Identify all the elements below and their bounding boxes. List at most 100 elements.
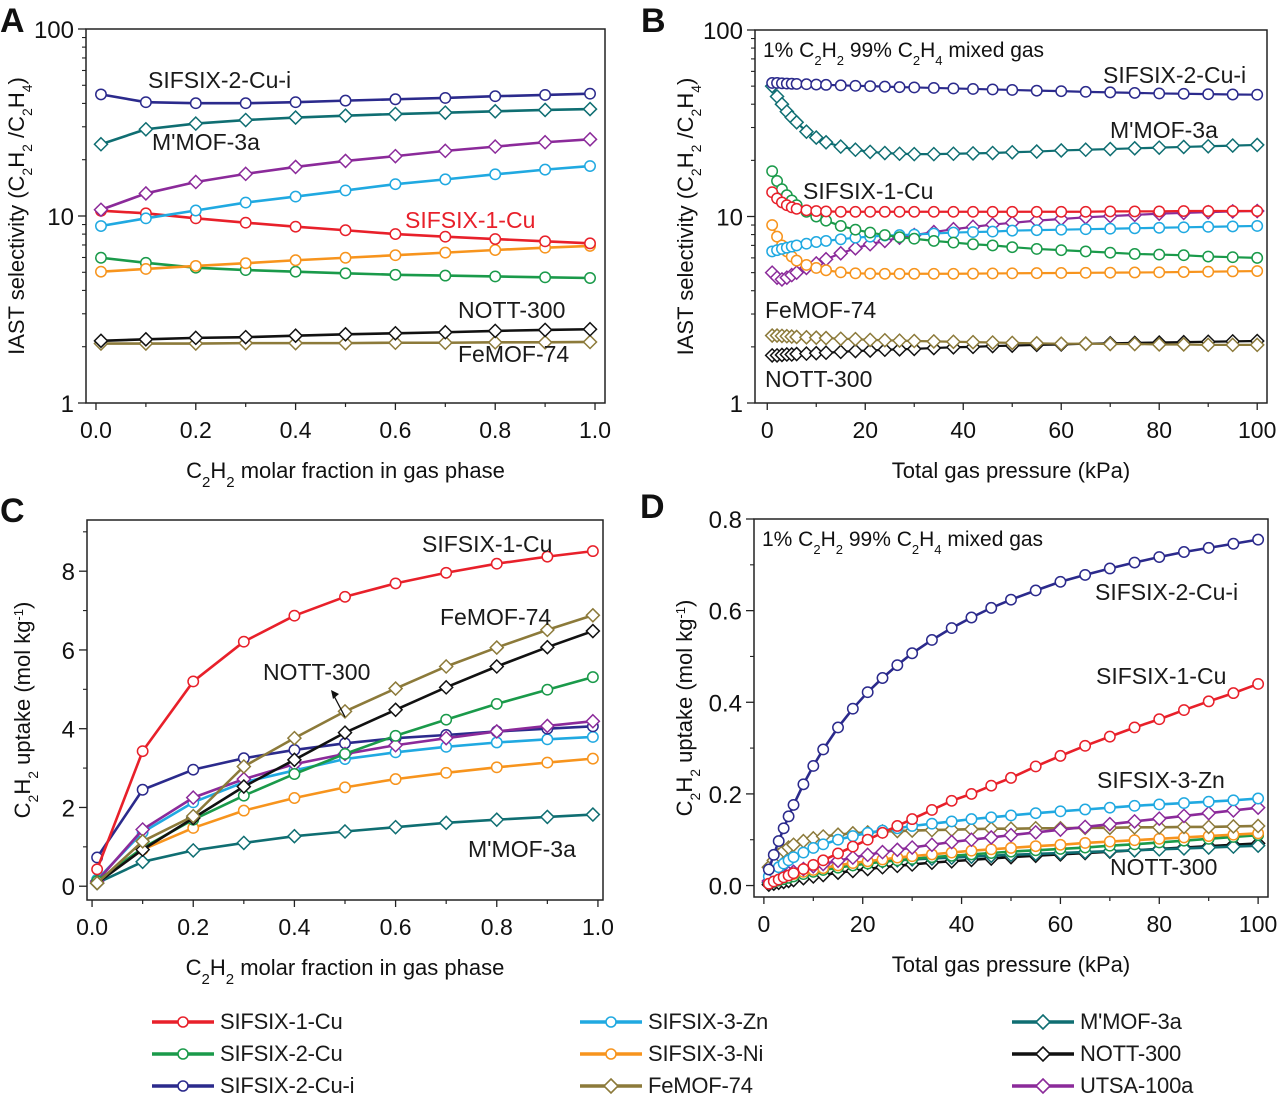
data-point [1202, 695, 1215, 708]
annotation-femof-74: FeMOF-74 [440, 604, 551, 630]
data-point [906, 341, 922, 357]
data-point [927, 234, 940, 247]
data-point [860, 847, 876, 863]
data-point [862, 332, 878, 348]
y-tick-label: 10 [716, 205, 743, 232]
data-point [541, 756, 554, 769]
data-point [1103, 835, 1116, 848]
data-point [1153, 832, 1166, 845]
data-point [1079, 803, 1092, 816]
data-point [1250, 838, 1266, 854]
y-axis-label: C2H2 uptake (mol kg-1) [672, 600, 703, 817]
data-point [489, 812, 505, 828]
panel-d: D 0 20 40 60 80 100 0.0 0.2 0.4 0.6 0.8 Total gas pr… [640, 488, 1277, 977]
data-point [239, 257, 252, 270]
data-point [925, 803, 938, 816]
data-point [138, 331, 154, 347]
x-tick-label: 20 [852, 417, 878, 443]
data-point [337, 335, 354, 351]
data-point [1200, 337, 1216, 353]
data-point [983, 829, 999, 845]
data-point [582, 131, 598, 147]
data-point [1127, 336, 1143, 352]
data-point [798, 124, 815, 140]
data-point [439, 269, 452, 282]
data-point [834, 266, 847, 279]
x-axis-label: Total gas pressure (kPa) [892, 952, 1130, 977]
data-point [947, 82, 960, 95]
data-point [877, 332, 893, 348]
data-point [1153, 713, 1166, 726]
data-point [1103, 562, 1116, 575]
data-point [1225, 337, 1241, 353]
data-point [286, 730, 302, 746]
circle-marker-icon [580, 1048, 642, 1060]
data-point [891, 341, 908, 357]
data-point [1029, 335, 1045, 351]
circle-marker-icon [152, 1016, 214, 1028]
annotation-m-mof-3a: M'MOF-3a [1110, 117, 1218, 143]
data-point [1104, 266, 1117, 279]
data-point [817, 838, 830, 851]
data-point [925, 634, 938, 646]
data-point [539, 622, 555, 638]
data-point [849, 223, 862, 236]
data-point [771, 230, 783, 243]
panel-c: C 0.0 0.2 0.4 0.6 0.8 1.0 0 2 4 6 8 C2H2 molar fract… [0, 492, 614, 988]
data-point [537, 102, 553, 118]
data-point [817, 854, 830, 867]
data-point [1006, 241, 1019, 254]
data-point [1128, 834, 1141, 847]
data-point [490, 557, 503, 570]
data-point [189, 204, 202, 217]
series-femof-74 [89, 607, 601, 891]
data-point [1005, 771, 1017, 784]
data-point [832, 833, 844, 846]
data-point [947, 236, 960, 249]
data-point [864, 226, 877, 239]
series-sifsix-1-cu [762, 677, 1265, 890]
data-point [185, 808, 201, 824]
data-point [1054, 805, 1067, 818]
data-point [810, 205, 823, 217]
data-point [864, 80, 877, 93]
series-femof-74 [764, 327, 1265, 353]
data-point [772, 835, 785, 848]
data-point [877, 342, 893, 358]
data-point [908, 232, 921, 245]
legend-item-utsa-100a: UTSA-100a [1010, 1071, 1193, 1101]
data-point [1202, 265, 1215, 278]
data-point [288, 768, 301, 780]
data-point [985, 779, 998, 792]
data-point [1252, 677, 1265, 690]
y-tick-label: 0.8 [709, 507, 742, 534]
data-point [800, 78, 813, 91]
data-point [135, 833, 151, 849]
annotation-nott-300: NOTT-300 [1110, 854, 1217, 880]
data-point [135, 842, 151, 858]
data-point [1128, 721, 1141, 734]
data-point [1006, 205, 1019, 218]
series-sifsix-2-cu [766, 165, 1264, 264]
data-point [1177, 205, 1190, 217]
data-point [985, 811, 998, 824]
data-point [1079, 223, 1092, 236]
data-point [187, 763, 200, 776]
legend-label: SIFSIX-3-Zn [648, 1009, 769, 1034]
data-point [864, 205, 877, 218]
legend-label: M'MOF-3a [1080, 1009, 1182, 1034]
y-tick-label: 0.0 [709, 874, 742, 901]
data-point [1151, 336, 1167, 353]
data-point [864, 267, 877, 280]
data-point [139, 212, 152, 225]
circle-marker-icon [152, 1080, 214, 1092]
data-point [93, 202, 109, 218]
data-point [874, 844, 891, 860]
data-point [945, 146, 961, 162]
data-point [389, 773, 402, 786]
data-point [1176, 336, 1192, 353]
data-point [777, 822, 790, 835]
data-point [893, 231, 906, 244]
data-point [1177, 249, 1190, 262]
data-point [945, 622, 958, 634]
